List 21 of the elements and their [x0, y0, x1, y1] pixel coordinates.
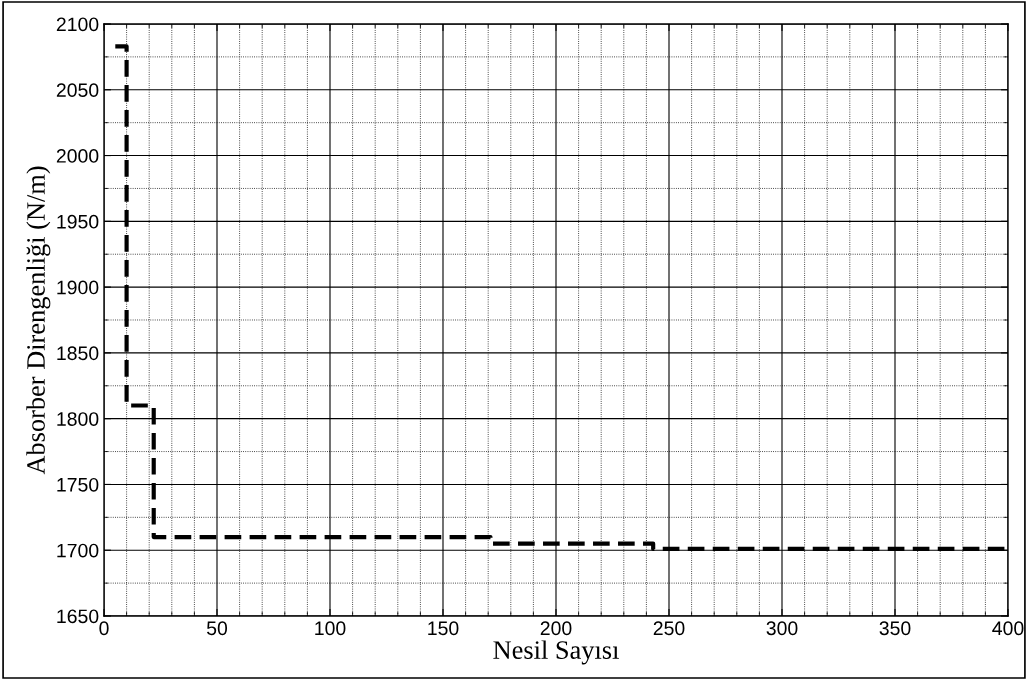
y-tick-label: 1950 [57, 214, 99, 229]
y-tick-label: 2100 [56, 17, 99, 32]
y-tick-label: 2000 [56, 149, 99, 163]
x-tick-label: 300 [766, 621, 798, 636]
y-axis-title: Absorber Direngenliği (N/m) [26, 166, 51, 475]
y-tick-label: 1750 [57, 477, 99, 492]
x-axis-title: Nesil Sayısı [493, 640, 619, 665]
x-tick-label: 50 [206, 621, 228, 636]
y-tick-label: 1850 [57, 346, 99, 361]
x-tick-label: 250 [653, 621, 685, 636]
x-tick-label: 350 [879, 621, 911, 636]
x-tick-label: 400 [992, 621, 1024, 636]
y-tick-label: 1800 [57, 412, 99, 426]
y-tick-label: 1650 [57, 609, 99, 624]
x-tick-label: 0 [99, 621, 109, 636]
y-tick-label: 2050 [56, 83, 99, 98]
y-tick-label: 1900 [57, 280, 99, 295]
y-tick-label: 1700 [57, 543, 99, 558]
x-tick-label: 200 [540, 621, 572, 636]
x-tick-label: 100 [315, 621, 346, 636]
x-tick-label: 150 [428, 621, 459, 636]
